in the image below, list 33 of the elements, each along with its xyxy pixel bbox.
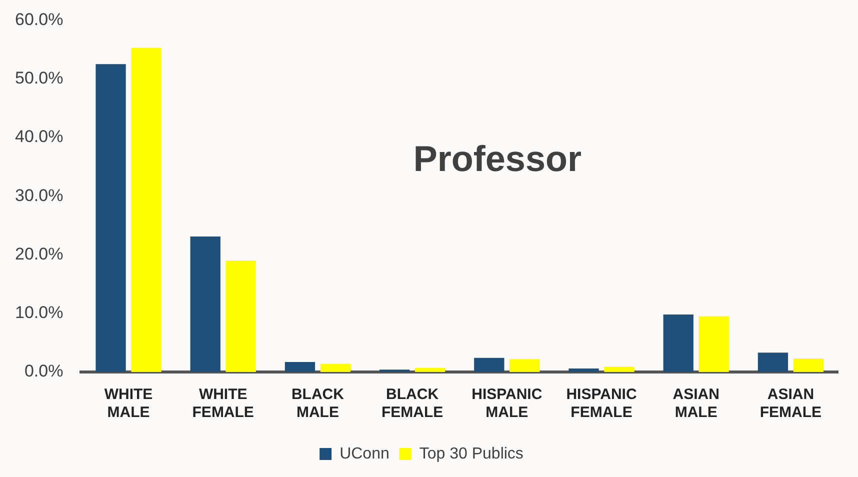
bar: [698, 316, 729, 372]
y-tick-label: 50.0%: [15, 68, 64, 88]
x-tick-label: WHITE MALE: [104, 386, 153, 422]
bar: [414, 368, 446, 372]
x-tick-label: WHITE FEMALE: [192, 386, 254, 422]
legend-label: Top 30 Publics: [419, 445, 524, 462]
x-tick-label: ASIAN FEMALE: [760, 386, 822, 422]
x-tick-label: HISPANIC FEMALE: [566, 386, 637, 422]
y-tick-label: 60.0%: [15, 10, 64, 29]
bar: [320, 364, 351, 372]
bar: [474, 358, 504, 372]
y-tick-label: 0.0%: [24, 362, 64, 381]
x-tick-label: ASIAN MALE: [672, 386, 720, 422]
bar: [793, 358, 824, 372]
bar: [510, 359, 540, 372]
y-tick-label: 10.0%: [15, 303, 64, 322]
y-tick-label: 20.0%: [15, 244, 64, 264]
x-tick-label: HISPANIC MALE: [472, 386, 542, 422]
bar: [663, 314, 694, 372]
bar: [604, 366, 634, 372]
bar: [131, 48, 162, 372]
bar: [190, 236, 220, 372]
y-tick-label: 30.0%: [15, 186, 64, 205]
y-tick-label: 40.0%: [15, 127, 64, 146]
bar: [96, 64, 126, 372]
bar: [226, 260, 256, 372]
bar: [568, 368, 599, 372]
bar: [758, 352, 788, 372]
legend-label: UConn: [340, 445, 390, 462]
x-tick-label: BLACK MALE: [291, 386, 344, 422]
x-tick-label: BLACK FEMALE: [381, 386, 444, 422]
text: Professor: [413, 138, 582, 179]
bar: [284, 362, 316, 372]
